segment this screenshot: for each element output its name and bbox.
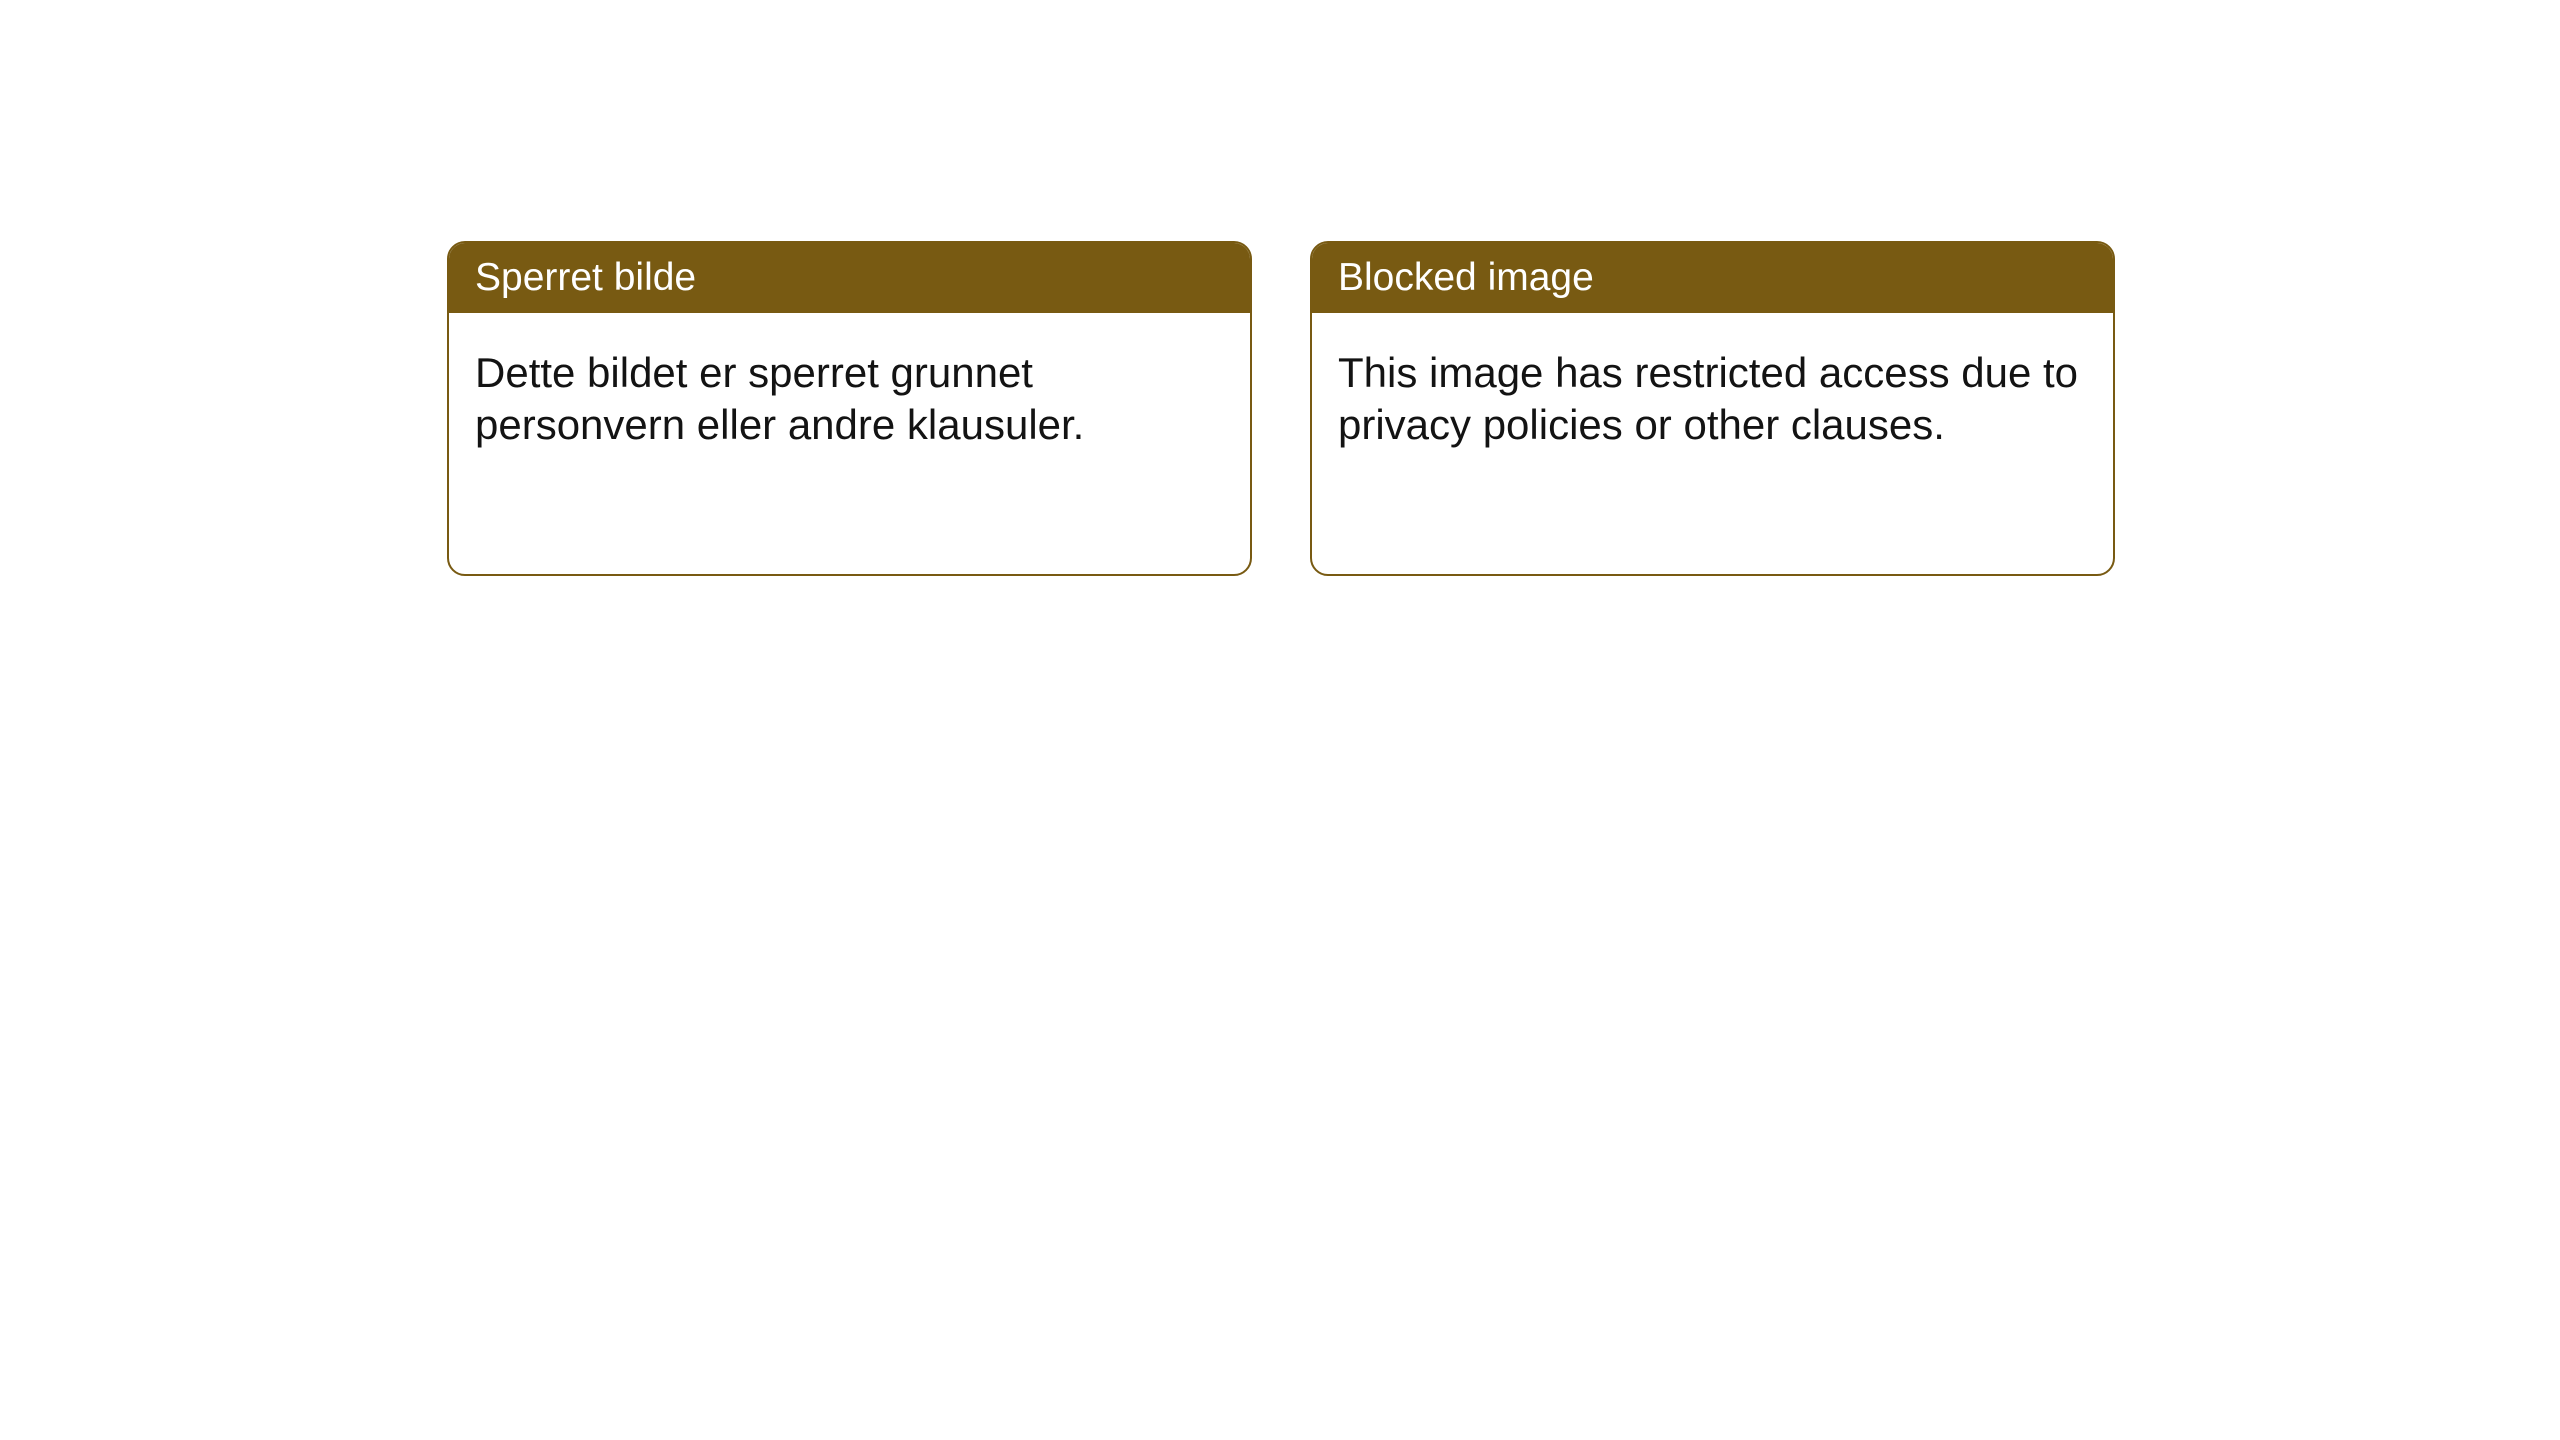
notice-card-english: Blocked image This image has restricted … [1310, 241, 2115, 576]
notice-card-norwegian: Sperret bilde Dette bildet er sperret gr… [447, 241, 1252, 576]
notice-card-body: Dette bildet er sperret grunnet personve… [449, 313, 1250, 484]
notice-cards-container: Sperret bilde Dette bildet er sperret gr… [447, 241, 2560, 576]
notice-card-title: Sperret bilde [449, 243, 1250, 313]
notice-card-body: This image has restricted access due to … [1312, 313, 2113, 484]
notice-card-title: Blocked image [1312, 243, 2113, 313]
